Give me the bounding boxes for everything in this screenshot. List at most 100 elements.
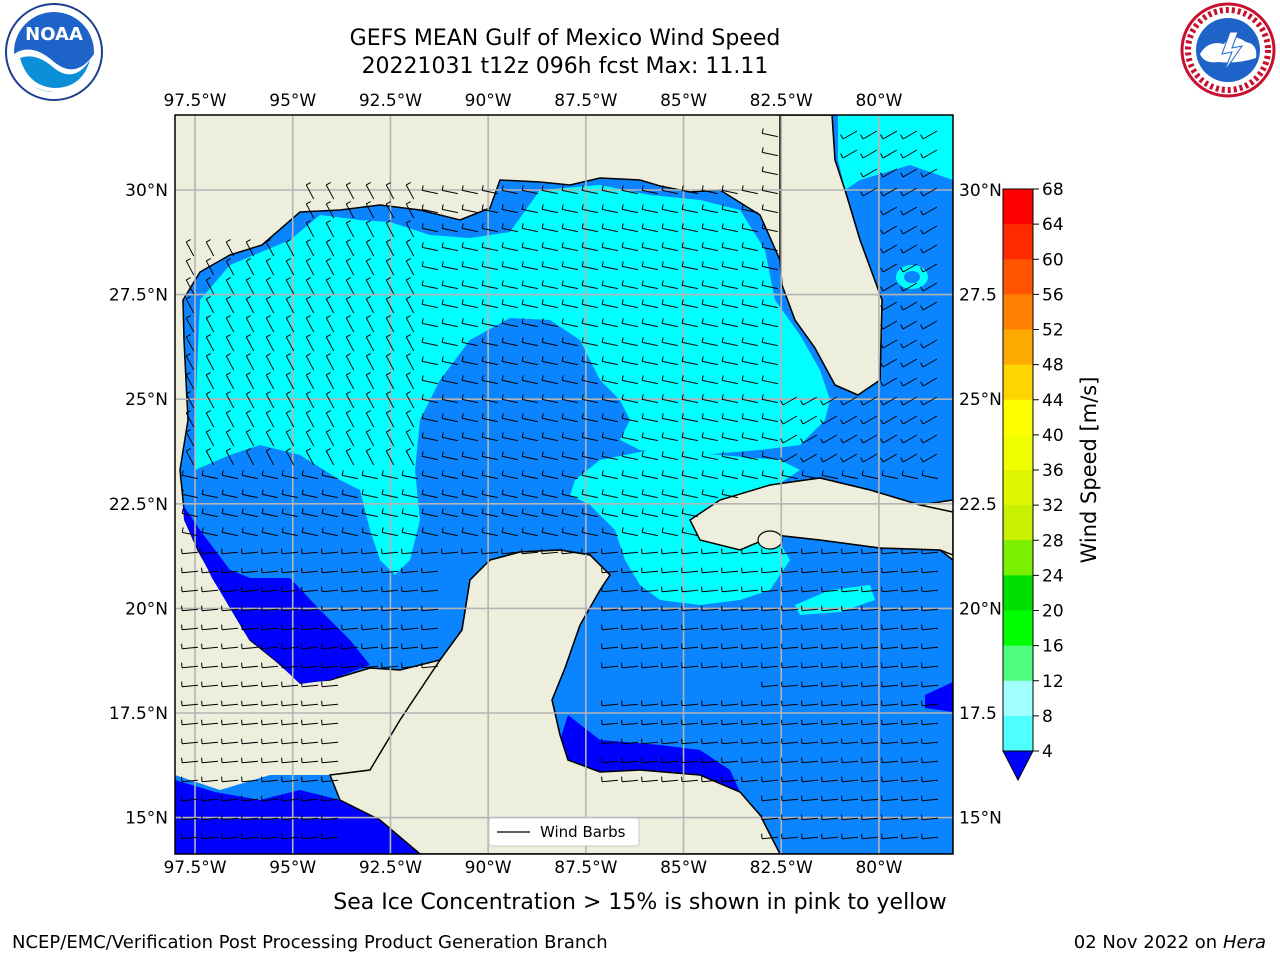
wind-barb xyxy=(861,624,879,631)
wind-barb xyxy=(561,337,578,347)
wind-barb xyxy=(721,432,738,442)
wind-barb xyxy=(301,548,319,555)
wind-barb xyxy=(821,662,839,669)
wind-barb xyxy=(741,662,759,669)
wind-barb xyxy=(261,470,278,480)
wind-barb xyxy=(721,489,738,499)
wind-barb xyxy=(581,432,598,442)
wind-barb xyxy=(265,410,275,428)
wind-barb xyxy=(701,586,719,593)
wind-barb xyxy=(405,296,415,314)
wind-barb xyxy=(481,451,498,461)
wind-barb xyxy=(920,130,938,140)
wind-barb xyxy=(281,508,298,518)
wind-barb xyxy=(461,394,478,404)
colorbar-segment xyxy=(1003,575,1033,611)
wind-barb xyxy=(601,242,618,252)
wind-barb xyxy=(641,605,659,612)
wind-barb xyxy=(701,185,718,195)
wind-barb xyxy=(761,814,779,821)
wind-barb xyxy=(781,643,799,650)
wind-barb xyxy=(741,586,759,593)
wind-barb xyxy=(461,489,478,499)
wind-barb xyxy=(721,280,738,290)
wind-barb xyxy=(501,548,519,555)
wind-barb xyxy=(661,318,678,328)
wind-barb xyxy=(265,296,275,314)
wind-barb xyxy=(301,567,319,574)
wind-barb xyxy=(701,643,719,650)
lon-label-bottom: 82.5°W xyxy=(750,858,813,878)
colorbar-tick-label: 64 xyxy=(1042,215,1064,235)
wind-barb xyxy=(901,681,919,688)
wind-barb xyxy=(421,548,439,555)
wind-barb xyxy=(800,396,818,406)
wind-barb xyxy=(205,372,215,390)
wind-barb xyxy=(900,415,918,425)
wind-barb xyxy=(345,410,355,428)
wind-barb xyxy=(245,353,255,371)
wind-barb xyxy=(521,548,539,555)
wind-barb xyxy=(261,681,279,688)
wind-barb xyxy=(901,586,919,593)
wind-barb-legend-label: Wind Barbs xyxy=(540,823,626,841)
wind-barb xyxy=(621,223,638,233)
wind-barb xyxy=(361,605,379,612)
wind-barb xyxy=(601,508,618,518)
wind-barb xyxy=(561,508,578,518)
wind-barb xyxy=(405,429,415,447)
wind-barb xyxy=(581,223,598,233)
wind-barb xyxy=(881,662,899,669)
wind-barb xyxy=(461,280,478,290)
wind-barb xyxy=(681,470,698,480)
wind-barb xyxy=(541,299,558,309)
wind-barb xyxy=(880,320,898,330)
wind-barb xyxy=(365,239,375,257)
colorbar-tick-label: 52 xyxy=(1042,321,1064,341)
wind-barb xyxy=(441,318,458,328)
wind-barb xyxy=(225,429,235,447)
wind-barb xyxy=(225,353,235,371)
wind-barb xyxy=(261,489,278,499)
wind-barb xyxy=(441,508,458,518)
wind-barb xyxy=(421,375,438,385)
wind-barb xyxy=(641,776,659,783)
wind-barb xyxy=(285,258,295,276)
wind-barb xyxy=(781,586,799,593)
wind-barb xyxy=(541,432,558,442)
lat-label-right: 15°N xyxy=(959,809,1002,829)
wind-barb xyxy=(761,299,778,309)
wind-barb xyxy=(681,508,698,518)
wind-barb xyxy=(301,662,319,669)
wind-barb xyxy=(321,470,338,480)
wind-barb xyxy=(861,548,879,555)
wind-barb xyxy=(321,757,339,764)
wind-barb xyxy=(241,470,258,480)
wind-barb xyxy=(621,508,638,518)
wind-barb xyxy=(661,451,678,461)
wind-barb xyxy=(221,527,238,537)
wind-barb xyxy=(345,448,355,466)
wind-barb xyxy=(821,548,839,555)
wind-barb xyxy=(345,372,355,390)
wind-barb xyxy=(285,296,295,314)
wind-barb xyxy=(205,334,215,352)
wind-barb xyxy=(701,337,718,347)
wind-barb xyxy=(301,643,319,650)
wind-barb xyxy=(561,280,578,290)
wind-barb xyxy=(741,757,759,764)
wind-barb xyxy=(881,605,899,612)
wind-barb xyxy=(441,375,458,385)
wind-barb xyxy=(781,548,799,555)
wind-barb xyxy=(681,757,699,764)
lon-label-top: 85°W xyxy=(660,91,707,111)
wind-barb xyxy=(601,776,619,783)
wind-barb xyxy=(461,337,478,347)
wind-barb xyxy=(921,643,939,650)
wind-barb xyxy=(281,548,299,555)
wind-barb xyxy=(221,795,239,802)
wind-barb xyxy=(541,204,558,214)
lat-label-left: 25°N xyxy=(125,390,168,410)
wind-barb xyxy=(265,391,275,409)
wind-barb xyxy=(701,567,719,574)
